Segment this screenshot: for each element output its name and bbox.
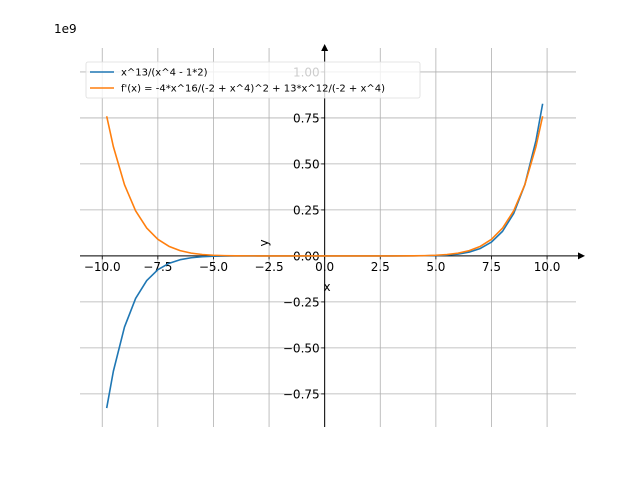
series-lines xyxy=(105,103,544,409)
x-tick-label: 2.5 xyxy=(371,260,390,274)
legend-box xyxy=(85,61,421,99)
x-tick-label: −10.0 xyxy=(84,260,121,274)
legend: x^13/(x^4 - 1*2) f'(x) = -4*x^16/(-2 + x^… xyxy=(85,61,421,99)
series-line-2 xyxy=(105,116,544,257)
y-tick-label: −0.75 xyxy=(283,387,320,401)
x-tick-label: 7.5 xyxy=(482,260,501,274)
grid xyxy=(80,48,576,427)
y-axis-offset-text: 1e9 xyxy=(54,22,77,36)
y-tick-label: −0.25 xyxy=(283,295,320,309)
y-tick-label: −0.50 xyxy=(283,341,320,355)
y-tick-label: 0.25 xyxy=(293,203,320,217)
x-tick-label: −5.0 xyxy=(199,260,228,274)
x-tick-label: 5.0 xyxy=(426,260,445,274)
y-tick-label: 0.50 xyxy=(293,157,320,171)
x-tick-label: 0.0 xyxy=(315,260,334,274)
ticks: −10.0 −7.5 −5.0 −2.5 0.0 2.5 5.0 7.5 10.0 −0.75 −0… xyxy=(84,65,561,401)
x-axis-arrow xyxy=(578,252,585,260)
y-tick-label: 0.75 xyxy=(293,111,320,125)
legend-label-1: x^13/(x^4 - 1*2) xyxy=(121,68,208,79)
x-tick-label: −7.5 xyxy=(143,260,172,274)
x-tick-label: −2.5 xyxy=(254,260,283,274)
legend-label-2: f'(x) = -4*x^16/(-2 + x^4)^2 + 13*x^12/(… xyxy=(121,84,385,95)
y-axis-arrow xyxy=(321,44,329,51)
axes xyxy=(80,44,585,427)
y-axis-label: y xyxy=(257,239,271,246)
x-tick-label: 10.0 xyxy=(534,260,561,274)
x-axis-label: x xyxy=(323,280,330,294)
